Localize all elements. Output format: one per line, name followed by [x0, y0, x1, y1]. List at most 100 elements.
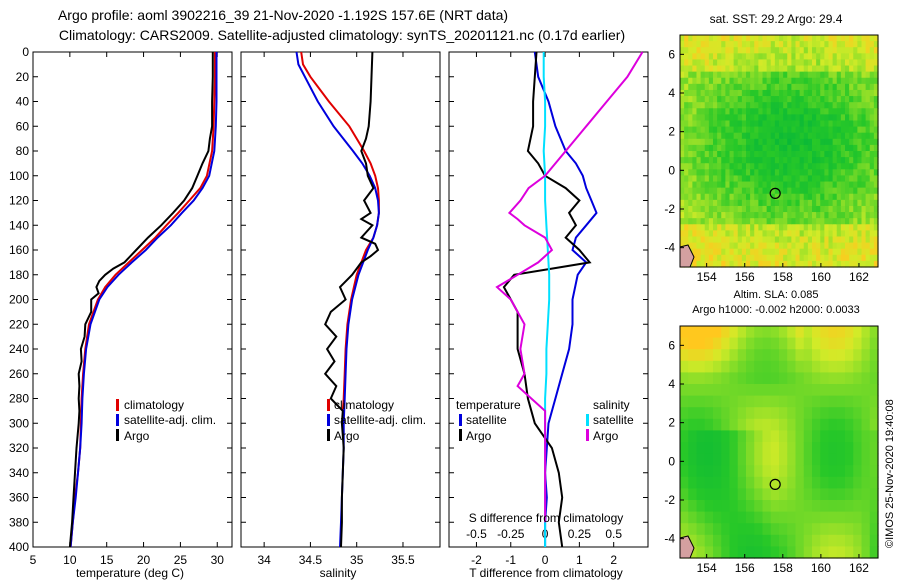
map-cell — [713, 187, 718, 195]
map-cell — [853, 47, 858, 54]
map-cell — [828, 337, 838, 350]
map-cell — [824, 254, 830, 262]
x-tick-label: 25 — [174, 553, 188, 567]
map-cell — [754, 442, 764, 455]
map-cell — [717, 193, 722, 201]
map-cell — [754, 476, 764, 489]
map-cell — [704, 132, 710, 140]
map-cell — [770, 89, 776, 97]
map-cell — [721, 254, 726, 262]
map-cell — [832, 193, 838, 201]
map-cell — [799, 151, 805, 158]
map-cell — [832, 126, 838, 134]
map-cell — [816, 175, 821, 183]
map-cell — [741, 157, 747, 164]
map-cell — [857, 254, 863, 262]
map-cell — [787, 212, 792, 219]
map-cell — [857, 35, 863, 42]
map-cell — [803, 418, 813, 431]
map-cell — [869, 163, 875, 170]
x-tick-label: 35 — [350, 553, 364, 567]
map-cell — [688, 360, 698, 373]
map-cell — [824, 193, 830, 201]
map-cell — [845, 465, 854, 478]
map-cell — [717, 230, 722, 238]
map-cell — [791, 132, 797, 140]
map-cell — [816, 47, 821, 54]
map-cell — [787, 349, 797, 362]
map-cell — [828, 102, 834, 109]
map-cell — [828, 511, 838, 524]
map-cell — [783, 41, 788, 48]
map-cell — [865, 96, 871, 103]
map-cell — [766, 193, 772, 201]
map-cell — [774, 96, 780, 103]
map-cell — [750, 102, 755, 109]
map-cell — [853, 151, 858, 158]
map-cell — [750, 41, 755, 48]
map-cell — [857, 132, 863, 140]
map-cell — [696, 163, 702, 170]
map-cell — [721, 132, 726, 140]
map-cell — [812, 349, 821, 362]
map-cell — [861, 260, 867, 268]
map-cell — [791, 35, 797, 42]
map-cell — [708, 144, 714, 152]
map-cell — [845, 488, 854, 501]
map-cell — [741, 151, 747, 158]
map-cell — [708, 260, 714, 268]
map-cell — [836, 169, 842, 177]
map-cell — [774, 151, 780, 158]
map-cell — [803, 199, 809, 207]
map-cell — [725, 181, 731, 189]
map-cell — [828, 77, 834, 85]
map-cell — [795, 102, 801, 109]
map-cell — [824, 89, 830, 97]
map-cell — [774, 53, 780, 61]
map-cell — [853, 523, 863, 536]
map-cell — [791, 41, 797, 48]
map-cell — [853, 430, 863, 443]
map-cell — [853, 41, 858, 48]
map-cell — [812, 442, 821, 455]
map-cell — [803, 193, 809, 201]
map-cell — [708, 108, 714, 115]
map-cell — [688, 181, 693, 189]
map-cell — [729, 349, 739, 362]
map-cell — [721, 395, 731, 408]
x-tick-label: 34 — [257, 553, 271, 567]
map-cell — [688, 349, 698, 362]
map-cell — [721, 114, 726, 122]
map-cell — [696, 187, 702, 195]
map-cell — [696, 500, 706, 513]
map-cell — [820, 181, 825, 189]
map-cell — [725, 169, 731, 177]
map-cell — [803, 96, 809, 103]
map-cell — [704, 349, 714, 362]
map-cell — [717, 181, 722, 189]
map-cell — [816, 35, 821, 42]
map-cell — [754, 102, 759, 109]
map-cell — [680, 65, 685, 73]
map-cell — [861, 384, 871, 397]
map-cell — [729, 248, 735, 256]
map-cell — [733, 71, 739, 79]
map-cell — [684, 65, 689, 73]
map-cell — [873, 187, 879, 195]
map-cell — [737, 395, 747, 408]
map-cell — [688, 102, 693, 109]
map-cell — [873, 254, 879, 262]
map-cell — [783, 230, 788, 238]
map-cell — [795, 151, 801, 158]
map-cell — [684, 224, 689, 231]
map-cell — [713, 453, 722, 466]
map-cell — [824, 41, 830, 48]
map-cell — [828, 59, 834, 67]
map-cell — [812, 175, 817, 183]
map-cell — [832, 132, 838, 140]
map-cell — [783, 187, 788, 195]
map-cell — [812, 89, 817, 97]
map-cell — [803, 47, 809, 54]
map-cell — [840, 230, 846, 238]
map-cell — [770, 242, 776, 250]
